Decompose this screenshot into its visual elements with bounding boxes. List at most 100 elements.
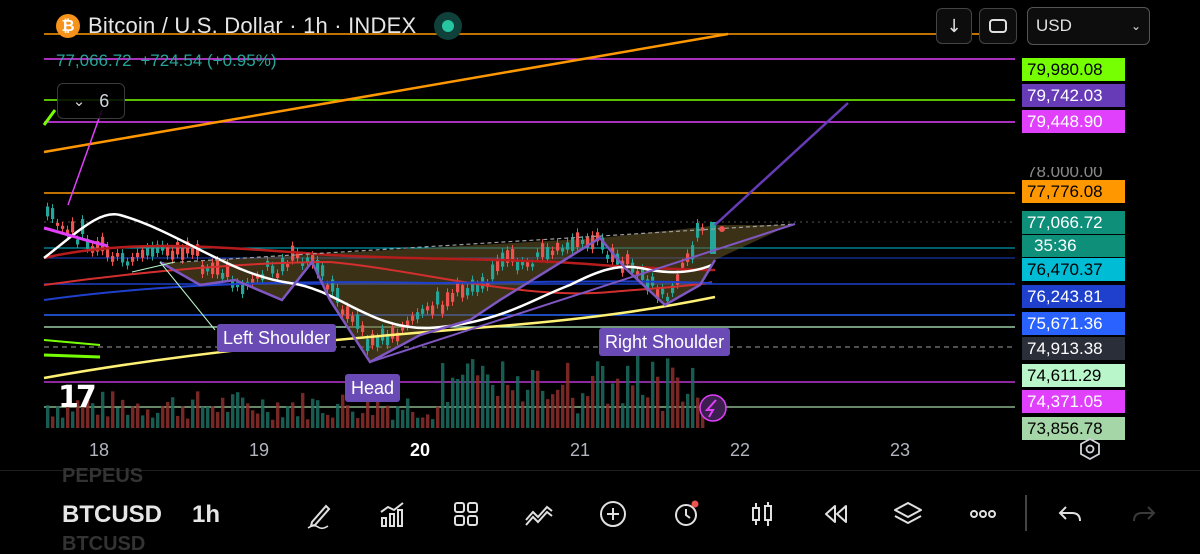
candle-body bbox=[421, 308, 425, 314]
volume-bar bbox=[46, 405, 50, 428]
volume-bar bbox=[271, 419, 275, 428]
candle-body bbox=[296, 252, 300, 259]
indicators-collapse-button[interactable]: ⌄ 6 bbox=[57, 83, 125, 119]
right-shoulder-label[interactable]: Right Shoulder bbox=[599, 328, 731, 356]
candle-body bbox=[461, 285, 465, 298]
candle-body bbox=[571, 237, 575, 251]
volume-bar bbox=[276, 402, 280, 428]
candle-body bbox=[196, 244, 200, 256]
candle-body bbox=[451, 293, 455, 302]
time-axis-label: 20 bbox=[409, 440, 431, 460]
arrow-down-icon: ↓ bbox=[946, 15, 962, 37]
settings-icon[interactable] bbox=[1078, 437, 1102, 461]
object-tree-button[interactable] bbox=[890, 497, 926, 531]
volume-bar bbox=[516, 376, 520, 428]
layouts-button[interactable] bbox=[448, 497, 484, 531]
moving-average-line bbox=[43, 212, 713, 330]
moving-average-line bbox=[43, 260, 713, 295]
volume-bar bbox=[686, 393, 690, 428]
volume-bar bbox=[331, 417, 335, 428]
toolbar-divider bbox=[1025, 495, 1027, 531]
left-shoulder-label[interactable]: Left Shoulder bbox=[217, 324, 337, 352]
redo-button[interactable] bbox=[1126, 497, 1162, 531]
volume-bar bbox=[301, 393, 305, 428]
volume-bar bbox=[211, 406, 215, 428]
candle-body bbox=[466, 288, 470, 296]
price-chart[interactable] bbox=[0, 0, 1200, 470]
price-label: 73,856.78 bbox=[1022, 417, 1125, 440]
bar-countdown: 35:36 bbox=[1022, 235, 1125, 257]
symbol-header[interactable]: ₿ Bitcoin / U.S. Dollar · 1h · INDEX bbox=[56, 12, 463, 40]
candle-body bbox=[371, 333, 375, 346]
candle-body bbox=[46, 206, 50, 217]
volume-bar bbox=[546, 399, 550, 428]
currency-select[interactable]: USD ⌄ bbox=[1027, 7, 1150, 45]
volume-bar bbox=[361, 413, 365, 428]
candle-body bbox=[691, 245, 695, 260]
candle-body bbox=[126, 261, 130, 266]
candle-body bbox=[471, 279, 475, 292]
replay-button[interactable] bbox=[817, 497, 853, 531]
market-status-icon[interactable] bbox=[434, 12, 463, 40]
volume-bar bbox=[346, 405, 350, 428]
volume-bar bbox=[506, 384, 510, 428]
volume-bar bbox=[161, 405, 165, 428]
volume-bar bbox=[486, 374, 490, 428]
redo-icon bbox=[1133, 506, 1156, 522]
volume-bar bbox=[76, 400, 80, 428]
candle-body bbox=[336, 288, 340, 303]
volume-bar bbox=[226, 411, 230, 428]
chevron-down-icon: ⌄ bbox=[1130, 19, 1141, 33]
candle-body bbox=[161, 244, 165, 251]
candle-body bbox=[441, 304, 445, 314]
volume-bar bbox=[146, 409, 150, 428]
alert-button[interactable] bbox=[668, 497, 704, 531]
add-button[interactable] bbox=[595, 497, 631, 531]
trend-line bbox=[67, 109, 103, 206]
indicators-button[interactable] bbox=[374, 497, 410, 531]
candle-body bbox=[666, 296, 670, 302]
fullscreen-button[interactable] bbox=[979, 8, 1017, 44]
undo-button[interactable] bbox=[1052, 497, 1088, 531]
volume-bar bbox=[441, 363, 445, 428]
time-axis-label: 19 bbox=[248, 440, 270, 460]
candle-body bbox=[151, 245, 155, 257]
volume-bar bbox=[181, 406, 185, 428]
candle-body bbox=[576, 232, 580, 248]
candle-body bbox=[521, 261, 525, 266]
candle-type-icon bbox=[752, 502, 772, 526]
trend-line bbox=[43, 353, 101, 359]
volume-bar bbox=[446, 401, 450, 428]
volume-bar bbox=[156, 412, 160, 428]
volume-bar bbox=[631, 385, 635, 428]
chart-type-button[interactable] bbox=[744, 497, 780, 531]
volume-bar bbox=[261, 399, 265, 428]
candle-body bbox=[121, 253, 125, 263]
draw-tool-button[interactable] bbox=[302, 497, 338, 531]
symbol-title[interactable]: Bitcoin / U.S. Dollar · 1h · INDEX bbox=[88, 13, 417, 38]
volume-bar bbox=[231, 394, 235, 428]
volume-bar bbox=[56, 406, 60, 428]
download-button[interactable]: ↓ bbox=[936, 8, 972, 44]
patterns-button[interactable] bbox=[521, 497, 557, 531]
symbol-button[interactable]: BTCUSD bbox=[62, 501, 162, 528]
volume-bar bbox=[421, 417, 425, 428]
candle-body bbox=[251, 278, 255, 284]
candle-body bbox=[171, 250, 175, 260]
price-label: 74,611.29 bbox=[1022, 364, 1125, 387]
volume-bar bbox=[251, 410, 255, 428]
candle-body bbox=[301, 261, 305, 266]
head-label[interactable]: Head bbox=[345, 374, 401, 402]
candle-body bbox=[356, 314, 360, 329]
timeframe-button[interactable]: 1h bbox=[192, 501, 221, 528]
volume-bar bbox=[111, 391, 115, 428]
candle-body bbox=[386, 333, 390, 346]
volume-bar bbox=[411, 411, 415, 428]
fullscreen-icon bbox=[989, 19, 1007, 33]
trend-line bbox=[42, 109, 57, 126]
chart-area[interactable] bbox=[0, 0, 1200, 470]
candle-body bbox=[131, 257, 135, 262]
volume-bar bbox=[616, 378, 620, 428]
more-button[interactable] bbox=[965, 497, 1001, 531]
candle-body bbox=[546, 247, 550, 260]
